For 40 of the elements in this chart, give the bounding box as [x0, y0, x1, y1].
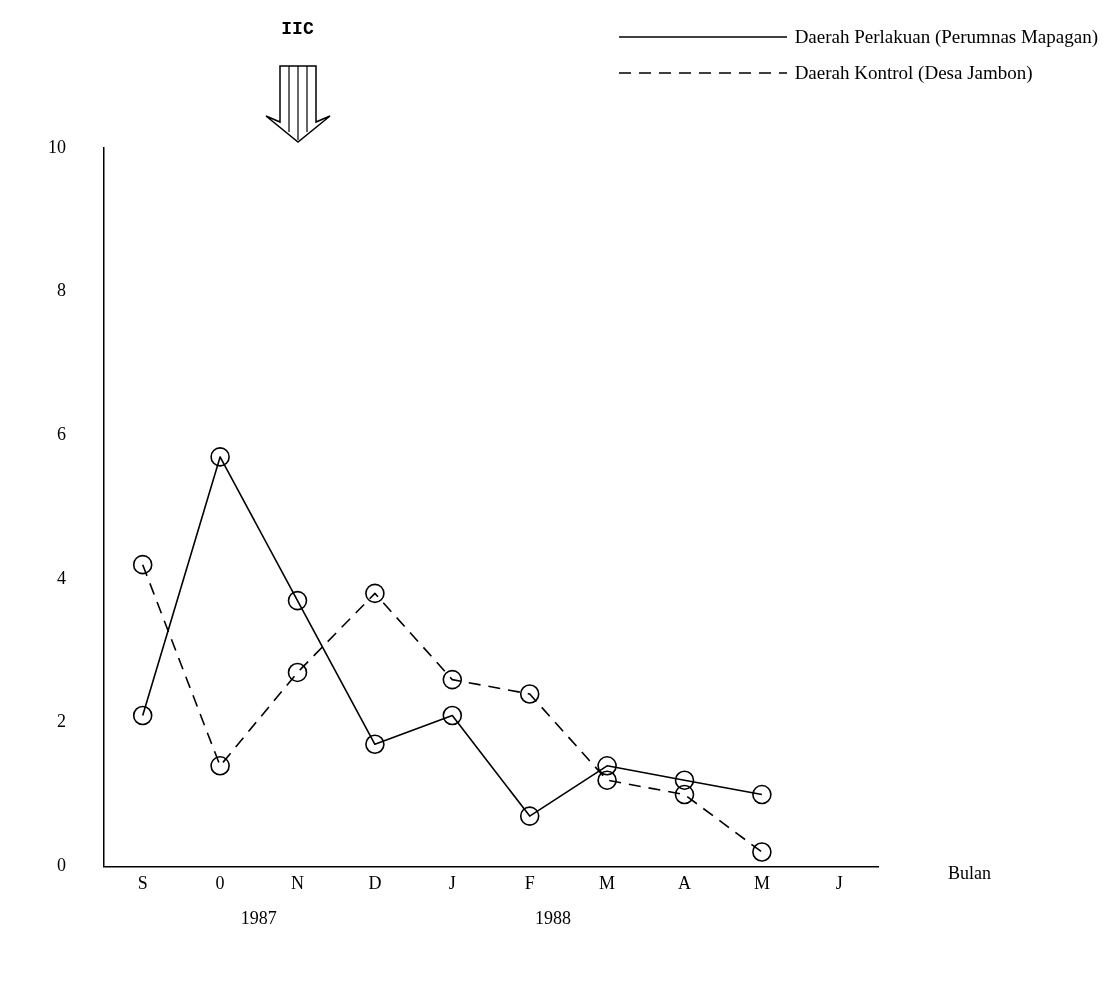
text: Daerah Perlakuan (Perumnas Mapagan): [794, 26, 1098, 48]
point: [287, 662, 308, 683]
y-tick-label: 2: [57, 711, 66, 732]
y-tick-label: 4: [57, 567, 66, 588]
x-tick-label: M: [599, 872, 616, 893]
x-tick-label: J: [835, 872, 843, 893]
point: [287, 590, 308, 611]
x-tick-label: J: [448, 872, 456, 893]
x-tick-label: M: [753, 872, 770, 893]
x-tick-label: F: [524, 872, 535, 893]
y-tick-label: 6: [57, 424, 66, 445]
point: [442, 669, 463, 690]
point: [752, 842, 772, 862]
point: [365, 583, 385, 604]
point: [519, 684, 540, 704]
y-tick-label: 0: [57, 855, 66, 876]
x-tick-label: A: [678, 872, 691, 893]
text: 1988: [534, 908, 571, 929]
text: IIC: [281, 18, 314, 39]
text: Daerah Kontrol (Desa Jambon): [794, 62, 1033, 84]
point: [597, 756, 617, 776]
text: 1987: [240, 908, 277, 929]
point: [519, 806, 540, 826]
point: [674, 784, 695, 805]
point: [132, 554, 153, 575]
point: [210, 756, 230, 776]
x-tick-label: S: [137, 872, 148, 893]
point: [210, 447, 230, 467]
y-tick-label: 8: [57, 280, 66, 301]
y-tick-label: 10: [48, 136, 66, 157]
point: [442, 705, 463, 726]
x-tick-label: N: [291, 872, 304, 893]
x-tick-label: D: [368, 872, 382, 893]
x-tick-label: 0: [215, 872, 225, 893]
point: [674, 770, 695, 790]
point: [132, 705, 153, 726]
x-axis-title: Bulan: [948, 863, 991, 884]
point: [597, 770, 617, 790]
point: [752, 784, 772, 805]
point: [365, 734, 385, 755]
